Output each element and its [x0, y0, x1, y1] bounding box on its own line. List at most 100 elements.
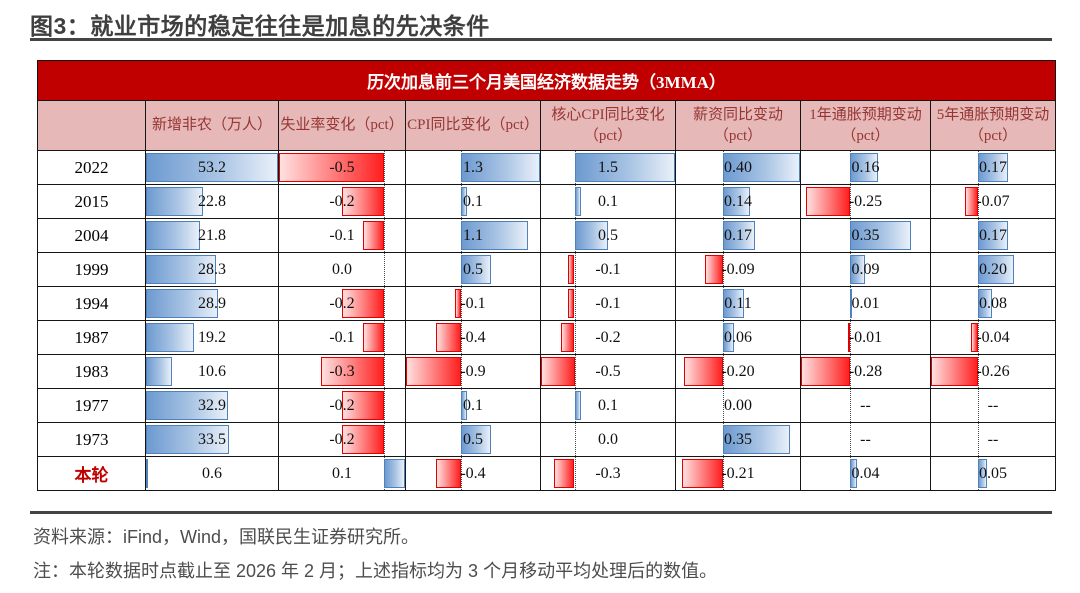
bar-axis-line — [384, 151, 385, 184]
value-cell: -0.1 — [278, 218, 406, 253]
value-text: 0.5 — [463, 430, 483, 448]
value-text: -- — [860, 430, 871, 448]
bar-axis-line — [849, 389, 851, 422]
value-text: -0.5 — [329, 158, 355, 176]
value-cell: 22.8 — [145, 184, 279, 219]
value-cell: 1.1 — [405, 218, 541, 253]
table-row: 1994 28.9 -0.2 -0.1 -0.1 0.11 0.01 0.08 — [37, 286, 1056, 321]
value-text: 0.35 — [724, 430, 752, 448]
negative-data-bar — [801, 357, 850, 386]
value-cell: 1.5 — [540, 150, 676, 185]
value-text: 0.0 — [598, 430, 618, 448]
negative-data-bar — [970, 323, 978, 352]
value-cell: -0.2 — [278, 388, 406, 423]
table-row: 2022 53.2 -0.5 1.3 1.5 0.40 0.16 0.17 — [37, 150, 1056, 185]
value-cell: -0.1 — [540, 252, 676, 287]
value-text: 0.17 — [979, 158, 1007, 176]
column-header-row: 新增非农（万人） 失业率变化（pct） CPI同比变化（pct） 核心CPI同比变化（… — [37, 100, 1056, 151]
negative-data-bar — [567, 255, 575, 284]
value-cell: -0.4 — [405, 320, 541, 355]
positive-data-bar — [146, 357, 173, 386]
value-text: 0.1 — [463, 396, 483, 414]
value-cell: 28.3 — [145, 252, 279, 287]
value-text: 0.1 — [463, 192, 483, 210]
negative-data-bar — [436, 459, 461, 488]
positive-data-bar — [460, 425, 492, 454]
bar-axis-line — [574, 287, 576, 320]
positive-data-bar — [722, 187, 750, 216]
value-text: 0.1 — [598, 396, 618, 414]
positive-data-bar — [146, 425, 230, 454]
value-cell: 0.6 — [145, 456, 279, 491]
value-cell: -0.2 — [278, 184, 406, 219]
value-text: 0.40 — [724, 158, 752, 176]
positive-data-bar — [722, 153, 800, 182]
value-cell: -0.2 — [278, 422, 406, 457]
positive-data-bar — [460, 255, 492, 284]
negative-data-bar — [806, 187, 850, 216]
column-header: 失业率变化（pct） — [278, 100, 406, 151]
value-text: -0.2 — [595, 328, 621, 346]
value-text: -0.4 — [460, 464, 486, 482]
column-header: 新增非农（万人） — [145, 100, 279, 151]
row-label: 1977 — [37, 388, 146, 423]
value-text: 0.00 — [724, 396, 752, 414]
value-text: 0.11 — [724, 294, 752, 312]
negative-data-bar — [554, 459, 575, 488]
value-cell: 28.9 — [145, 286, 279, 321]
value-cell: -0.1 — [540, 286, 676, 321]
value-cell: 0.16 — [800, 150, 931, 185]
positive-data-bar — [146, 323, 194, 352]
value-cell: -- — [800, 388, 931, 423]
value-text: 1.1 — [463, 226, 483, 244]
value-text: -0.2 — [329, 396, 355, 414]
value-text: -0.1 — [460, 294, 486, 312]
value-cell: -- — [800, 422, 931, 457]
value-cell: 10.6 — [145, 354, 279, 389]
row-label: 1987 — [37, 320, 146, 355]
value-cell: -- — [930, 388, 1056, 423]
value-cell: -0.09 — [675, 252, 801, 287]
value-text: 0.16 — [851, 158, 880, 176]
value-text: -0.3 — [595, 464, 621, 482]
note-text: 注：本轮数据时点截止至 2026 年 2 月；上述指标均为 3 个月移动平均处理… — [33, 561, 718, 581]
value-cell: 1.3 — [405, 150, 541, 185]
value-cell: -0.1 — [278, 320, 406, 355]
value-text: 1.3 — [463, 158, 483, 176]
bar-axis-line — [722, 253, 724, 286]
negative-data-bar — [705, 255, 723, 284]
positive-data-bar — [977, 153, 1009, 182]
value-cell: 0.1 — [278, 456, 406, 491]
value-cell: -0.3 — [278, 354, 406, 389]
value-cell: -0.28 — [800, 354, 931, 389]
negative-data-bar — [561, 323, 575, 352]
value-text: -0.1 — [329, 226, 355, 244]
bar-axis-line — [849, 321, 851, 354]
value-text: -0.26 — [976, 362, 1010, 380]
bar-axis-line — [574, 321, 576, 354]
value-text: -0.2 — [329, 192, 355, 210]
bar-axis-line — [460, 287, 462, 320]
bar-axis-line — [849, 355, 851, 388]
value-text: 32.9 — [198, 396, 226, 414]
bar-axis-line — [384, 355, 385, 388]
value-cell: 0.35 — [675, 422, 801, 457]
value-text: 1.5 — [598, 158, 618, 176]
bar-axis-line — [977, 389, 979, 422]
value-text: 0.17 — [724, 226, 752, 244]
value-cell: -0.01 — [800, 320, 931, 355]
bar-axis-line — [574, 423, 576, 456]
value-text: -0.2 — [329, 430, 355, 448]
negative-data-bar — [363, 323, 384, 352]
value-cell: 0.1 — [540, 388, 676, 423]
column-header: 1年通胀预期变动（pct） — [800, 100, 931, 151]
bar-axis-line — [977, 423, 979, 456]
value-text: -- — [860, 396, 871, 414]
column-header-empty — [37, 100, 146, 151]
bar-axis-line — [384, 219, 385, 252]
value-cell: 33.5 — [145, 422, 279, 457]
value-text: 33.5 — [198, 430, 226, 448]
value-text: -0.1 — [595, 294, 621, 312]
value-cell: 0.01 — [800, 286, 931, 321]
positive-data-bar — [460, 391, 467, 420]
